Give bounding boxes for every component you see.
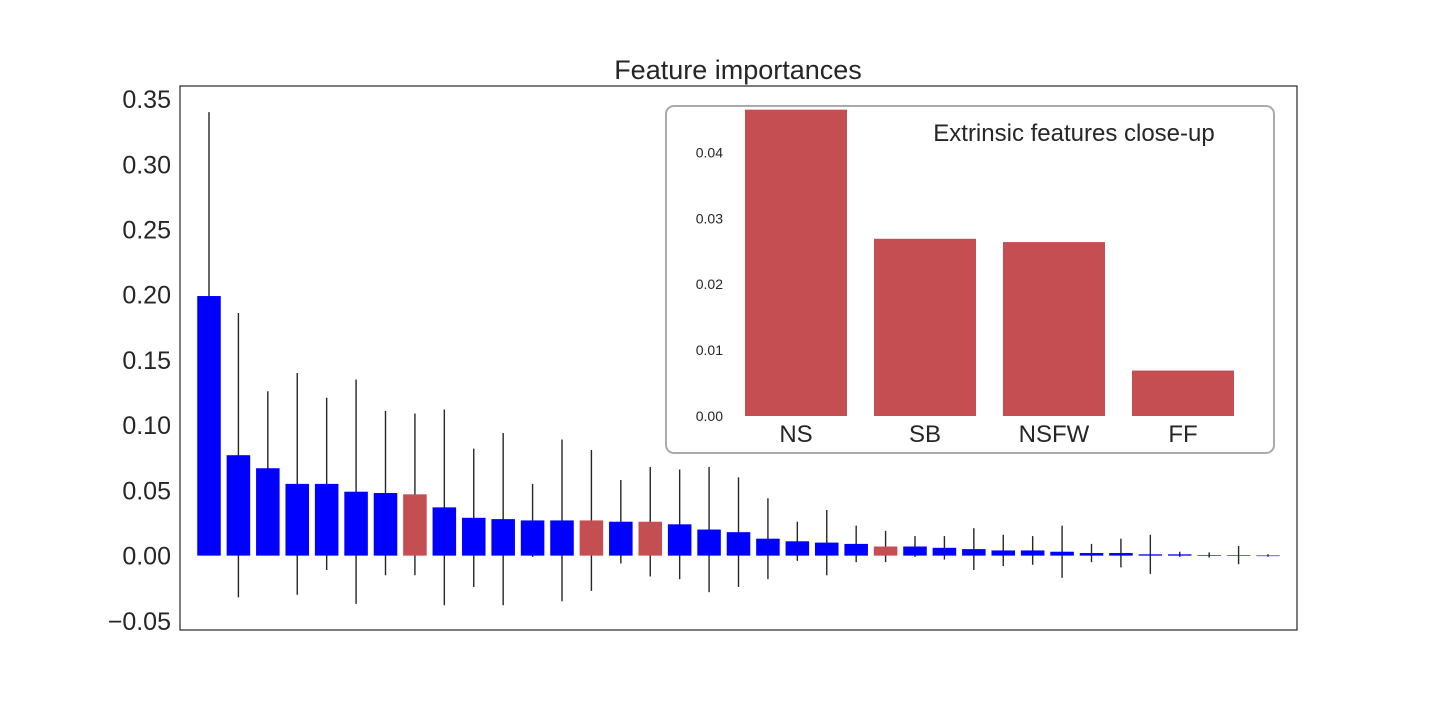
intrinsic-feature-bar: [1197, 554, 1221, 556]
intrinsic-feature-bar: [1020, 550, 1045, 556]
intrinsic-feature-bar: [1226, 555, 1251, 556]
intrinsic-feature-bar: [432, 507, 457, 556]
intrinsic-feature-bar: [461, 517, 486, 556]
main-y-tick-label: 0.25: [122, 217, 171, 245]
inset-x-tick-label: NS: [779, 421, 812, 448]
intrinsic-feature-bar: [667, 524, 692, 556]
inset-feature-bar: [1132, 370, 1234, 416]
intrinsic-feature-bar: [1256, 555, 1280, 557]
main-y-tick-label: −0.05: [108, 608, 171, 636]
main-y-tick-label: 0.15: [122, 347, 171, 375]
main-y-tick-label: 0.20: [122, 282, 171, 310]
intrinsic-feature-bar: [756, 538, 780, 556]
extrinsic-feature-bar: [638, 521, 663, 556]
intrinsic-feature-bar: [1079, 553, 1104, 556]
intrinsic-feature-bar: [520, 520, 545, 556]
inset-bars: [745, 109, 1234, 417]
inset-y-tick-label: 0.04: [696, 144, 723, 160]
main-y-axis-ticks: 0.35 0.30 0.25 0.20 0.15 0.10 0.05 0.00 −0.05: [108, 86, 171, 636]
intrinsic-feature-bar: [550, 520, 574, 556]
intrinsic-feature-bar: [491, 519, 515, 556]
intrinsic-feature-bar: [814, 542, 839, 556]
intrinsic-feature-bar: [1138, 554, 1163, 556]
inset-y-tick-label: 0.03: [696, 210, 723, 226]
main-bars: [197, 296, 1280, 557]
intrinsic-feature-bar: [609, 521, 633, 556]
main-y-tick-label: 0.30: [122, 151, 171, 179]
intrinsic-feature-bar: [314, 483, 339, 556]
inset-chart-title: Extrinsic features close-up: [933, 120, 1214, 147]
intrinsic-feature-bar: [726, 532, 751, 556]
intrinsic-feature-bar: [1109, 553, 1133, 556]
intrinsic-feature-bar: [1050, 551, 1074, 556]
inset-feature-bar: [874, 238, 976, 416]
intrinsic-feature-bar: [785, 541, 810, 556]
intrinsic-feature-bar: [697, 529, 721, 556]
intrinsic-feature-bar: [344, 491, 368, 556]
intrinsic-feature-bar: [844, 543, 868, 556]
intrinsic-feature-bar: [285, 483, 310, 556]
intrinsic-feature-bar: [256, 468, 280, 556]
inset-x-axis-ticks: NS SB NSFW FF: [779, 421, 1197, 448]
extrinsic-feature-bar: [873, 546, 898, 556]
intrinsic-feature-bar: [1167, 554, 1192, 556]
intrinsic-feature-bar: [991, 550, 1016, 556]
inset-feature-bar: [1003, 242, 1105, 416]
main-y-tick-label: 0.35: [122, 86, 171, 114]
inset-y-tick-label: 0.01: [696, 342, 723, 358]
inset-y-tick-label: 0.02: [696, 276, 723, 292]
extrinsic-feature-bar: [403, 494, 427, 556]
inset-y-axis-ticks: 0.00 0.01 0.02 0.03 0.04: [696, 144, 723, 424]
intrinsic-feature-bar: [962, 549, 986, 556]
main-plot-frame: [179, 85, 1298, 631]
inset-x-tick-label: SB: [909, 421, 941, 448]
main-y-tick-label: 0.10: [122, 412, 171, 440]
main-chart-title: Feature importances: [614, 55, 862, 85]
inset-y-tick-label: 0.00: [696, 408, 723, 424]
main-y-tick-label: 0.05: [122, 477, 171, 505]
inset-chart: Extrinsic features close-up 0.00 0.01 0.02…: [665, 105, 1275, 454]
extrinsic-feature-bar: [579, 520, 604, 556]
inset-x-tick-label: NSFW: [1019, 421, 1090, 448]
inset-feature-bar: [745, 109, 847, 417]
intrinsic-feature-bar: [932, 547, 957, 556]
intrinsic-feature-bar: [903, 546, 927, 556]
intrinsic-feature-bar: [226, 455, 251, 556]
main-y-tick-label: 0.00: [122, 543, 171, 571]
inset-x-tick-label: FF: [1168, 421, 1197, 448]
intrinsic-feature-bar: [373, 493, 398, 556]
intrinsic-feature-bar: [197, 296, 221, 556]
